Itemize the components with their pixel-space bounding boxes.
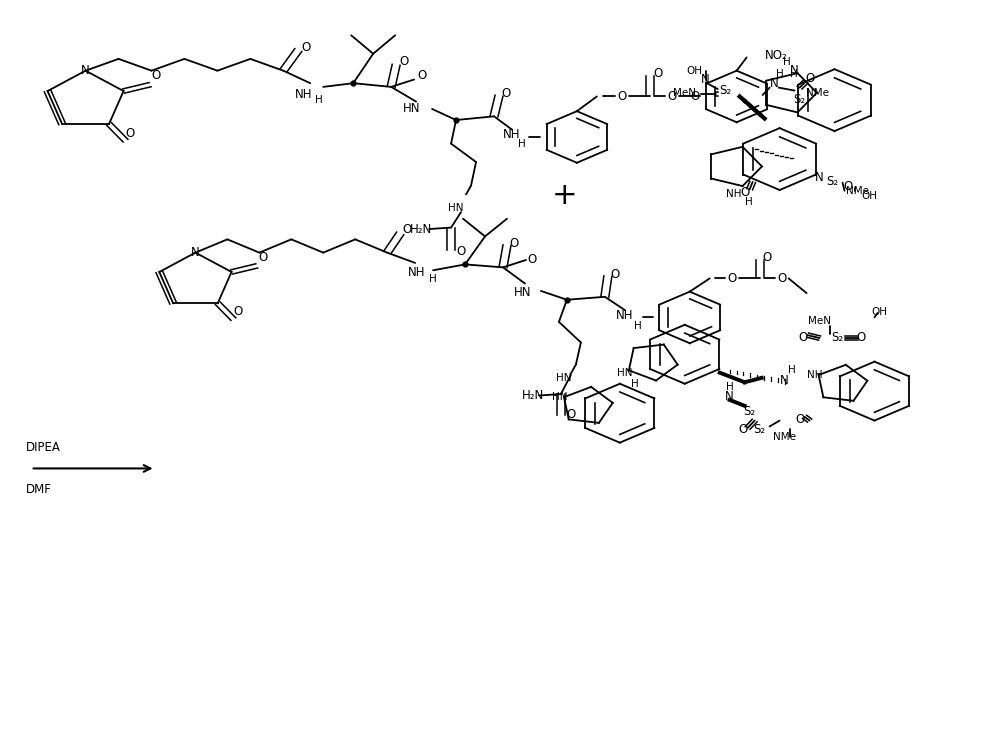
Text: S₂: S₂ — [754, 423, 766, 436]
Text: HN: HN — [556, 373, 572, 383]
Text: +: + — [552, 182, 578, 210]
Text: NMe: NMe — [806, 88, 829, 97]
Text: MeN: MeN — [673, 88, 696, 97]
Text: N: N — [770, 77, 779, 91]
Text: O: O — [509, 238, 519, 250]
Text: DIPEA: DIPEA — [26, 441, 61, 455]
Text: HN: HN — [448, 203, 464, 213]
Text: O: O — [690, 90, 699, 103]
Text: H: H — [745, 197, 753, 207]
Text: H: H — [783, 57, 791, 67]
Text: NH: NH — [807, 370, 822, 380]
Text: H: H — [518, 139, 526, 149]
Text: O: O — [798, 331, 807, 344]
Text: O: O — [566, 408, 576, 421]
Text: O: O — [805, 72, 814, 85]
Text: H: H — [726, 382, 734, 393]
Text: O: O — [727, 272, 736, 285]
Text: NH: NH — [295, 88, 312, 101]
Text: OH: OH — [861, 191, 877, 201]
Text: O: O — [795, 413, 804, 426]
Text: HN: HN — [617, 368, 633, 378]
Text: N: N — [701, 73, 710, 86]
Text: H: H — [634, 321, 642, 331]
Text: O: O — [417, 69, 427, 83]
Text: O: O — [403, 224, 412, 236]
Text: N: N — [780, 373, 789, 387]
Text: HN: HN — [552, 392, 568, 402]
Text: OH: OH — [871, 306, 887, 317]
Text: O: O — [501, 87, 511, 100]
Text: O: O — [456, 244, 466, 258]
Text: NMe: NMe — [773, 432, 796, 442]
Text: H: H — [776, 69, 783, 80]
Text: O: O — [258, 251, 267, 263]
Text: OH: OH — [687, 66, 703, 76]
Text: O: O — [762, 251, 771, 264]
Text: NMe: NMe — [846, 186, 869, 196]
Text: O: O — [610, 268, 619, 281]
Text: O: O — [234, 306, 243, 318]
Text: O: O — [617, 90, 626, 103]
Text: H: H — [788, 365, 795, 376]
Text: H₂N: H₂N — [410, 223, 432, 235]
Text: O: O — [777, 272, 786, 285]
Text: HN: HN — [514, 286, 532, 299]
Text: S₂: S₂ — [720, 84, 732, 97]
Text: O: O — [843, 180, 852, 193]
Text: S₂: S₂ — [831, 331, 844, 344]
Text: O: O — [667, 90, 676, 103]
Text: O: O — [857, 331, 866, 344]
Text: H: H — [315, 95, 323, 105]
Text: S₂: S₂ — [744, 405, 756, 418]
Text: HN: HN — [403, 103, 421, 115]
Text: NO₂: NO₂ — [765, 49, 787, 62]
Text: NH: NH — [616, 309, 634, 323]
Text: O: O — [152, 69, 161, 83]
Text: H: H — [790, 69, 798, 80]
Text: H: H — [429, 274, 437, 284]
Text: H₂N: H₂N — [522, 389, 544, 402]
Text: O: O — [738, 423, 747, 436]
Text: N: N — [815, 171, 824, 184]
Text: N: N — [81, 64, 90, 77]
Text: MeN: MeN — [808, 316, 831, 326]
Text: O: O — [126, 127, 135, 139]
Text: NH: NH — [726, 190, 742, 199]
Text: N: N — [191, 246, 200, 259]
Text: O: O — [527, 253, 537, 266]
Text: H: H — [631, 379, 639, 389]
Text: S₂: S₂ — [794, 93, 806, 106]
Text: DMF: DMF — [26, 483, 52, 496]
Text: O: O — [653, 67, 662, 80]
Text: N: N — [725, 390, 734, 404]
Text: S₂: S₂ — [826, 175, 839, 187]
Text: NH: NH — [408, 266, 426, 279]
Text: O: O — [740, 186, 749, 199]
Text: NH: NH — [503, 128, 521, 140]
Text: O: O — [302, 41, 311, 55]
Text: N: N — [790, 64, 798, 77]
Text: O: O — [400, 55, 409, 69]
